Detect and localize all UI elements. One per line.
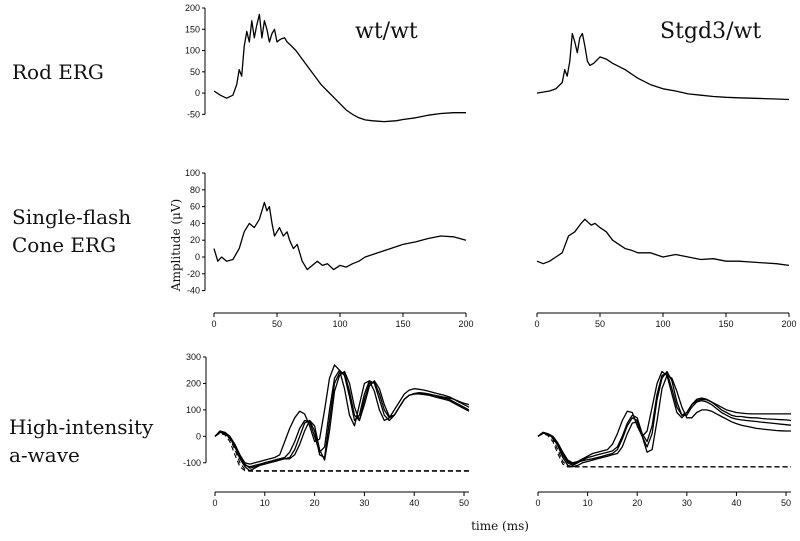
- trace-line-1: [213, 13, 466, 123]
- x-tick-label: 100: [655, 319, 670, 329]
- y-tick-label: 0: [195, 252, 200, 262]
- trace-line-6: [214, 432, 469, 472]
- column-title-stgd3: Stgd3/wt: [660, 19, 761, 44]
- x-tick-label: 50: [595, 319, 605, 329]
- panel-rod-wt: 200 150 100 50 0 -50: [185, 3, 466, 123]
- y-tick-label: 0: [195, 88, 200, 98]
- x-tick-label: 0: [212, 498, 217, 508]
- y-tick-label: 40: [190, 218, 200, 228]
- y-tick-label: 100: [185, 168, 200, 178]
- trace-line-1: [536, 218, 790, 267]
- x-tick-label: 10: [260, 498, 270, 508]
- trace-line-4: [214, 370, 470, 472]
- y-axis-title: Amplitude (μV): [169, 199, 183, 292]
- trace-line-1: [214, 364, 470, 465]
- row-label-single-flash: Single-flash: [12, 205, 131, 229]
- x-tick-label: 20: [310, 498, 320, 508]
- x-tick-label: 40: [731, 498, 741, 508]
- y-tick-label: 150: [185, 24, 200, 34]
- panel-rod-het: [536, 32, 790, 101]
- x-tick-label: 0: [535, 498, 540, 508]
- x-tick-label: 20: [632, 498, 642, 508]
- y-tick-label: 80: [190, 185, 200, 195]
- trace-line-1: [536, 32, 790, 101]
- x-tick-label: 0: [211, 319, 216, 329]
- x-tick-label: 150: [718, 319, 733, 329]
- column-title-wt: wt/wt: [355, 19, 418, 44]
- x-tick-label: 30: [359, 498, 369, 508]
- x-axis-title: time (ms): [471, 519, 529, 533]
- x-tick-label: 0: [534, 319, 539, 329]
- x-tick-label: 150: [395, 319, 410, 329]
- row-label-rod-erg: Rod ERG: [12, 60, 104, 84]
- trace-line-2: [537, 372, 792, 467]
- row-label-cone-erg: Cone ERG: [12, 233, 116, 257]
- x-tick-label: 200: [781, 319, 796, 329]
- y-tick-label: 100: [186, 405, 201, 415]
- trace-line-3: [537, 370, 792, 465]
- x-tick-label: 50: [272, 319, 282, 329]
- panel-awave-het: 0 10 20 30 40 50: [535, 370, 792, 508]
- panel-awave-wt: 300 200 100 0 -100 0 10 20 30 40 50: [183, 352, 470, 508]
- x-tick-label: 10: [583, 498, 593, 508]
- trace-line-6: [537, 433, 791, 468]
- y-tick-label: -20: [187, 269, 200, 279]
- x-tick-label: 40: [409, 498, 419, 508]
- y-tick-label: -40: [187, 286, 200, 296]
- x-tick-label: 200: [458, 319, 473, 329]
- x-tick-label: 30: [682, 498, 692, 508]
- y-tick-label: 100: [185, 46, 200, 56]
- panel-cone-het: 0 50 100 150 200: [534, 218, 797, 329]
- trace-line-2: [214, 369, 470, 468]
- row-label-high-intensity: High-intensity: [9, 415, 154, 439]
- trace-line-1: [213, 201, 467, 271]
- y-tick-label: 50: [190, 67, 200, 77]
- y-tick-label: -50: [187, 109, 200, 119]
- y-tick-label: 200: [186, 378, 201, 388]
- trace-line-4: [537, 374, 791, 468]
- y-tick-label: 60: [190, 202, 200, 212]
- y-tick-label: 300: [186, 352, 201, 362]
- y-tick-label: 0: [196, 431, 201, 441]
- x-tick-label: 50: [781, 498, 791, 508]
- x-tick-label: 100: [332, 319, 347, 329]
- y-tick-label: 20: [190, 235, 200, 245]
- x-tick-label: 50: [459, 498, 469, 508]
- trace-line-5: [214, 431, 469, 472]
- y-tick-label: -100: [183, 458, 201, 468]
- trace-line-3: [214, 372, 470, 469]
- row-label-a-wave: a-wave: [9, 443, 80, 467]
- y-tick-label: 200: [185, 3, 200, 13]
